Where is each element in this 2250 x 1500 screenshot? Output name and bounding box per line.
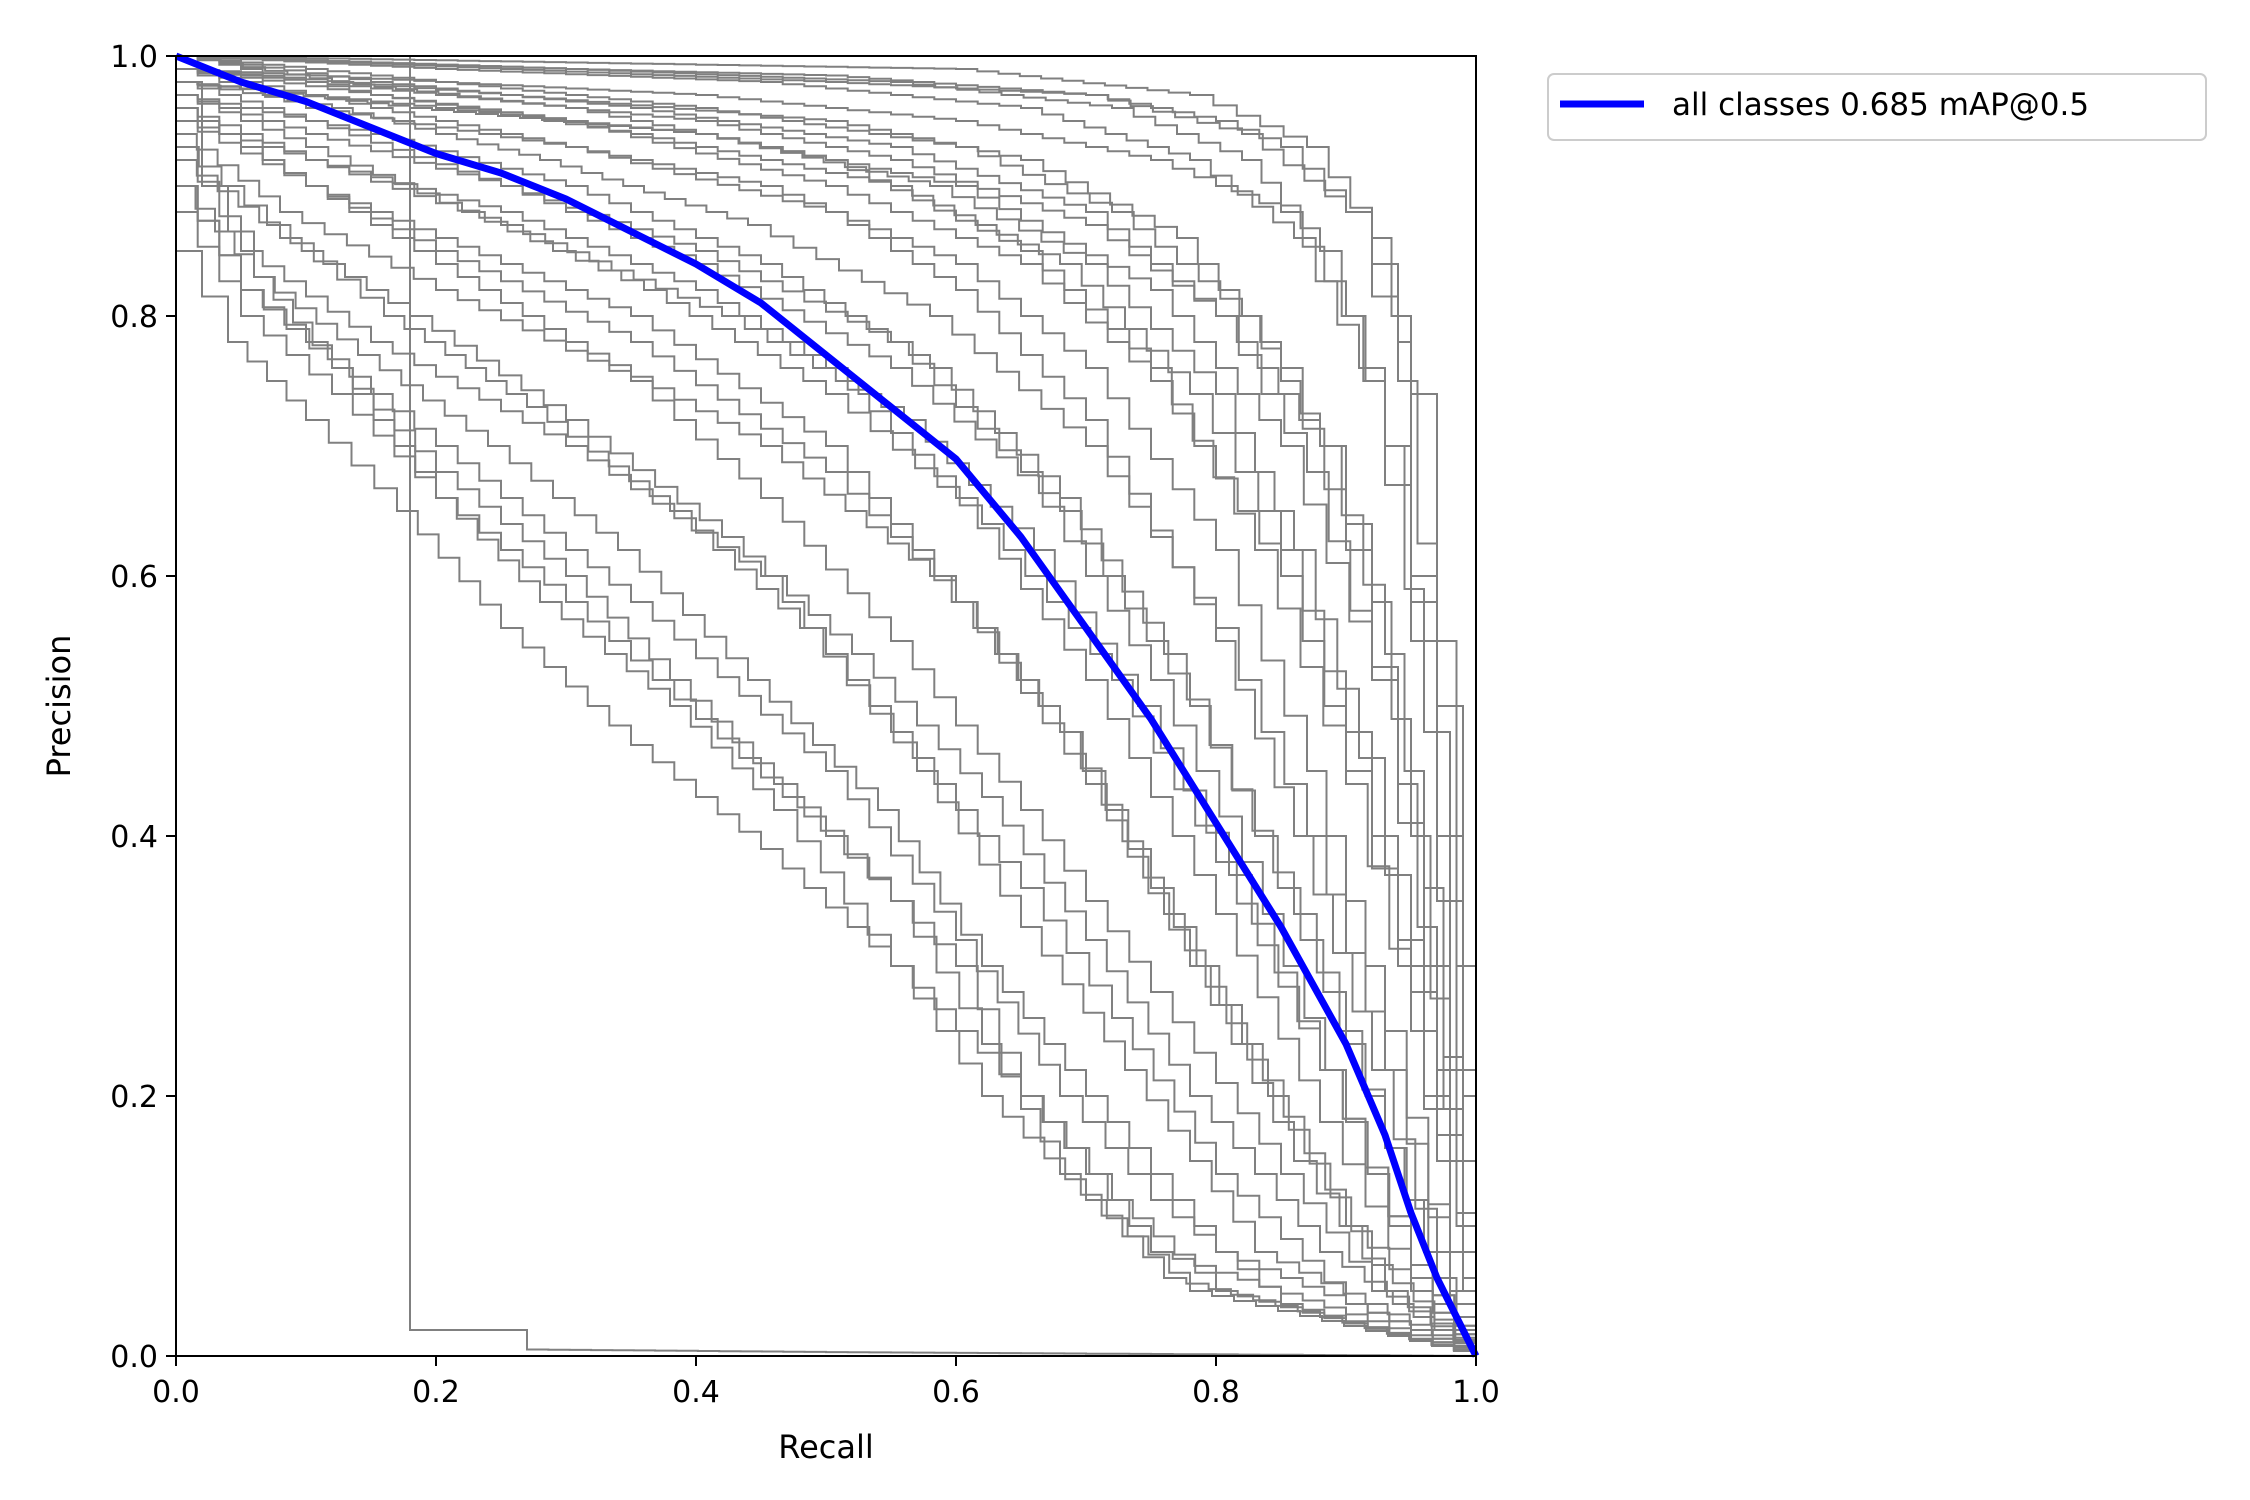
legend-label-all-classes: all classes 0.685 mAP@0.5: [1672, 87, 2089, 123]
class-curve-31: [176, 94, 1477, 1356]
x-axis: 0.0 0.2 0.4 0.6 0.8 1.0: [152, 1356, 1500, 1410]
class-curve-28: [176, 185, 1477, 1356]
class-curve-18: [176, 55, 1477, 1356]
class-curve-16: [176, 81, 1477, 1356]
legend: all classes 0.685 mAP@0.5: [1547, 73, 2207, 141]
class-curve-38: [176, 55, 1477, 1357]
x-tick-label: 0.4: [672, 1375, 720, 1410]
class-curve-24: [176, 68, 1477, 1356]
x-tick-label: 0.8: [1192, 1375, 1240, 1410]
class-curve-2: [176, 55, 1477, 1356]
class-curve-30: [176, 81, 1477, 1356]
class-curve-33: [176, 120, 1477, 1356]
plot-frame: [175, 55, 1477, 1357]
class-curve-34: [176, 55, 1477, 1356]
class-curve-14: [176, 250, 1477, 1356]
y-tick-label: 0.0: [110, 1340, 158, 1375]
y-tick-label: 0.4: [110, 820, 158, 855]
class-curve-36: [176, 107, 1477, 1356]
class-curve-7: [176, 94, 1477, 1356]
x-tick-label: 1.0: [1452, 1375, 1500, 1410]
class-curve-17: [176, 68, 1477, 1356]
y-tick-label: 1.0: [110, 40, 158, 75]
y-axis-label: Precision: [40, 635, 78, 778]
class-curve-20: [176, 107, 1477, 1356]
plot-area: [174, 52, 1480, 1358]
y-tick-label: 0.2: [110, 1080, 158, 1115]
x-tick-label: 0.0: [152, 1375, 200, 1410]
legend-box: [1547, 73, 2207, 141]
class-curve-10: [176, 133, 1477, 1356]
class-curve-29: [176, 68, 1477, 1356]
class-curve-3: [176, 68, 1477, 1356]
y-tick-label: 0.6: [110, 560, 158, 595]
class-curve-13: [176, 211, 1477, 1356]
x-tick-label: 0.6: [932, 1375, 980, 1410]
class-curve-27: [176, 159, 1477, 1356]
class-curve-22: [176, 55, 1477, 1356]
y-tick-label: 0.8: [110, 300, 158, 335]
class-curve-19: [176, 81, 1477, 1356]
x-axis-label: Recall: [778, 1428, 873, 1466]
y-axis: 0.0 0.2 0.4 0.6 0.8 1.0: [110, 40, 176, 1375]
class-curve-37: [176, 146, 1477, 1356]
all-classes-curve: [174, 52, 1480, 1358]
class-curve-11: [176, 146, 1477, 1356]
x-tick-label: 0.2: [412, 1375, 460, 1410]
class-curve-21: [176, 55, 1477, 1356]
class-curve-32: [176, 68, 1477, 1356]
class-curve-35: [176, 55, 1477, 1356]
